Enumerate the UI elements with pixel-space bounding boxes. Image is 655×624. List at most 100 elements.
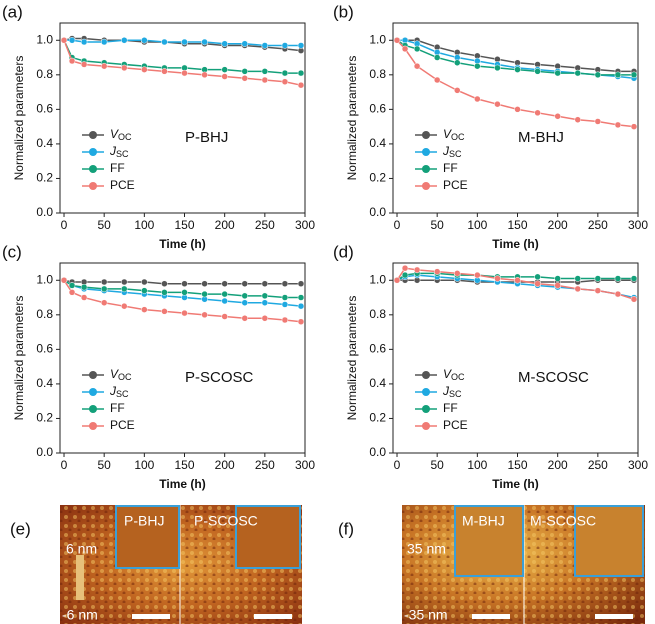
inset <box>454 505 524 577</box>
data-point <box>297 81 305 89</box>
x-tick-label: 100 <box>467 458 487 472</box>
data-point <box>297 280 305 287</box>
data-point <box>261 280 269 287</box>
x-tick-label: 200 <box>548 218 568 232</box>
y-axis-label: Normalized parameters <box>345 296 359 421</box>
legend-label: JSC <box>442 384 462 399</box>
y-tick-label: 0.0 <box>36 205 53 219</box>
scale-min: -6 nm <box>62 607 98 623</box>
data-point <box>454 270 461 277</box>
x-tick-label: 250 <box>588 218 608 232</box>
series-line <box>63 279 302 307</box>
legend-label: PCE <box>110 178 135 192</box>
annotation: M-BHJ <box>518 129 564 146</box>
data-point <box>121 278 128 286</box>
legend-label: PCE <box>110 418 135 432</box>
legend-marker <box>89 148 97 156</box>
y-tick-label: 0.4 <box>369 376 386 390</box>
legend-marker <box>422 182 430 190</box>
data-point <box>534 68 541 75</box>
scale-bar <box>254 614 292 619</box>
y-tick-label: 0.8 <box>369 307 386 321</box>
x-tick-label: 100 <box>134 458 154 472</box>
legend-marker <box>89 182 97 190</box>
series-line <box>397 39 634 73</box>
data-point <box>201 280 208 287</box>
data-point <box>121 285 128 293</box>
data-point <box>141 278 148 286</box>
data-point <box>494 275 501 282</box>
x-tick-label: 150 <box>507 458 527 472</box>
data-point <box>60 37 68 44</box>
data-point <box>630 275 638 282</box>
legend-label: FF <box>110 161 125 175</box>
x-tick-label: 250 <box>588 458 608 472</box>
legend-label: JSC <box>109 144 129 159</box>
annotation: P-BHJ <box>185 129 228 146</box>
y-tick-label: 0.2 <box>369 171 386 185</box>
data-point <box>574 69 582 77</box>
data-point <box>554 275 561 282</box>
y-tick-label: 0.6 <box>369 342 386 356</box>
y-tick-label: 0.2 <box>36 171 53 185</box>
series-line <box>396 267 635 300</box>
x-tick-label: 0 <box>61 458 68 472</box>
data-point <box>454 87 461 94</box>
legend-marker <box>422 388 430 396</box>
y-tick-label: 0.6 <box>36 102 53 116</box>
data-point <box>433 54 441 61</box>
data-point <box>401 271 409 279</box>
inset <box>115 505 180 569</box>
data-point <box>80 61 88 68</box>
data-point <box>201 71 208 79</box>
data-point <box>80 283 88 291</box>
data-point <box>281 280 289 287</box>
data-point <box>221 66 228 73</box>
data-point <box>221 280 228 287</box>
x-axis-label: Time (h) <box>159 477 205 491</box>
legend-marker <box>422 422 430 430</box>
legend-marker <box>422 371 430 379</box>
y-tick-label: 1.0 <box>369 32 386 46</box>
data-point <box>474 271 481 279</box>
data-point <box>474 62 481 70</box>
series-line <box>63 40 302 86</box>
annotation: P-SCOSC <box>185 369 254 386</box>
y-tick-label: 0.4 <box>36 376 53 390</box>
legend-marker <box>422 165 430 173</box>
image-label: M-SCOSC <box>530 513 596 529</box>
image-label: P-BHJ <box>124 513 164 529</box>
data-point <box>614 290 622 298</box>
data-point <box>68 282 76 289</box>
image-label: P-SCOSC <box>194 513 258 529</box>
data-point <box>614 71 622 79</box>
panel-label: (f) <box>338 519 354 538</box>
data-point <box>201 38 208 46</box>
legend-marker <box>89 405 97 413</box>
data-point <box>161 68 168 75</box>
data-point <box>534 280 541 287</box>
data-point <box>141 66 148 73</box>
y-tick-label: 0.0 <box>369 205 386 219</box>
data-point <box>281 294 289 301</box>
data-point <box>534 109 541 117</box>
data-point <box>181 69 188 77</box>
data-point <box>241 292 249 300</box>
series-line <box>64 39 301 47</box>
data-point <box>393 37 401 44</box>
data-point <box>68 289 76 296</box>
inset <box>574 505 644 577</box>
y-axis-label: Normalized parameters <box>345 56 359 181</box>
legend-label: PCE <box>443 178 468 192</box>
panel-label: (a) <box>2 2 23 21</box>
series-line <box>396 272 634 281</box>
x-tick-label: 50 <box>431 458 445 472</box>
data-point <box>121 37 128 44</box>
data-point <box>574 275 582 282</box>
data-point <box>514 277 521 284</box>
x-tick-label: 150 <box>174 458 194 472</box>
data-point <box>614 121 622 129</box>
x-tick-label: 300 <box>295 458 315 472</box>
color-bar <box>76 555 84 600</box>
x-axis-label: Time (h) <box>159 237 205 251</box>
